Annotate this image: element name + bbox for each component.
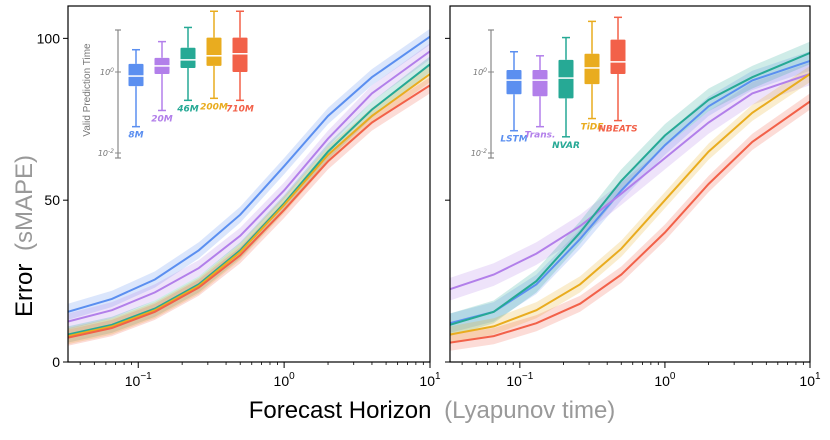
y-axis-title-sub: (sMAPE) [11, 155, 38, 251]
series-line-200M [68, 73, 430, 338]
inset-tick-exponent: 0 [110, 67, 114, 74]
box-LSTM [506, 69, 522, 95]
x-tick-base: 10 [506, 373, 522, 389]
right-panel: 10−1 100 10110010-2LSTMTrans.NVARTiDENBEAT… [445, 5, 821, 389]
y-tick-label: 100 [37, 30, 61, 46]
series-band-46M [68, 56, 430, 343]
box-label: LSTM [500, 135, 527, 145]
x-axis-title: Forecast Horizon (Lyapunov time) [249, 397, 616, 424]
series-band-NBEATS [450, 93, 810, 351]
x-tick-base: 10 [274, 373, 290, 389]
box-200M [206, 37, 222, 66]
series-line-20M [68, 50, 430, 323]
series-band-LSTM [450, 51, 810, 333]
x-tick-label: 101 [419, 371, 441, 389]
series-line-TiDE [450, 73, 810, 336]
box-8M [128, 63, 144, 87]
box-label: 20M [151, 114, 173, 124]
box-NVAR [558, 59, 574, 99]
x-tick-label: 101 [799, 371, 821, 389]
series-line-NVAR [450, 51, 810, 326]
series-band-NVAR [450, 41, 810, 337]
series-line-710M [68, 84, 430, 339]
x-tick-base: 10 [654, 373, 670, 389]
inset-axis-title: Valid Prediction Time [82, 43, 93, 137]
x-tick-label: 100 [274, 371, 296, 389]
box-Trans. [532, 69, 548, 97]
inset-tick-label: 10-2 [471, 148, 487, 158]
box-label: 46M [176, 104, 199, 114]
inset-tick-exponent: -2 [108, 148, 114, 155]
box-label: 200M [200, 102, 228, 112]
x-tick-exponent: −1 [140, 371, 152, 382]
inset-tick-exponent: 0 [483, 67, 487, 74]
inset-tick-label: 100 [100, 67, 114, 77]
x-tick-exponent: 0 [670, 371, 676, 382]
inset-tick-base: 10 [471, 149, 481, 158]
x-axis-title-sub: (Lyapunov time) [444, 397, 615, 424]
series-band-TiDE [450, 65, 810, 343]
x-tick-exponent: 0 [289, 371, 295, 382]
box-label: Trans. [525, 131, 556, 141]
inset-tick-label: 10-2 [98, 148, 114, 158]
y-tick-label: 0 [52, 354, 60, 370]
inset-tick-base: 10 [473, 68, 483, 77]
series-line-46M [68, 63, 430, 336]
x-axis-title-main: Forecast Horizon [249, 397, 432, 424]
x-tick-base: 10 [125, 373, 141, 389]
box-TiDE [584, 53, 600, 85]
inset-tick-exponent: -2 [481, 148, 487, 155]
x-tick-label: 100 [654, 371, 676, 389]
box-label: 710M [226, 104, 254, 114]
series-band-20M [68, 43, 430, 330]
series-band-8M [68, 28, 430, 320]
series-line-Trans. [450, 73, 810, 291]
y-axis-title-main: Error [11, 264, 38, 317]
x-tick-label: 10−1 [506, 371, 533, 389]
series-line-NBEATS [450, 100, 810, 344]
x-tick-exponent: 1 [435, 371, 441, 382]
x-tick-label: 10−1 [125, 371, 152, 389]
series-line-8M [68, 35, 430, 313]
plot-area [450, 41, 810, 351]
y-tick-label: 50 [44, 192, 60, 208]
box-label: TiDE [581, 123, 605, 133]
plot-area [68, 28, 430, 346]
box-46M [180, 47, 196, 68]
inset-tick-label: 100 [473, 67, 487, 77]
x-tick-exponent: 1 [815, 371, 821, 382]
x-tick-exponent: −1 [522, 371, 534, 382]
box-710M [232, 37, 248, 72]
axes-frame [67, 5, 431, 363]
box-label: 8M [128, 131, 143, 141]
axes-frame [449, 5, 811, 363]
box-NBEATS [610, 39, 626, 75]
box-label: NBEATS [598, 125, 637, 135]
inset-tick-base: 10 [98, 149, 108, 158]
y-axis-title: Error (sMAPE) [11, 155, 38, 317]
box-label: NVAR [552, 141, 580, 151]
inset-tick-base: 10 [100, 68, 110, 77]
x-tick-base: 10 [419, 373, 435, 389]
x-tick-base: 10 [799, 373, 815, 389]
